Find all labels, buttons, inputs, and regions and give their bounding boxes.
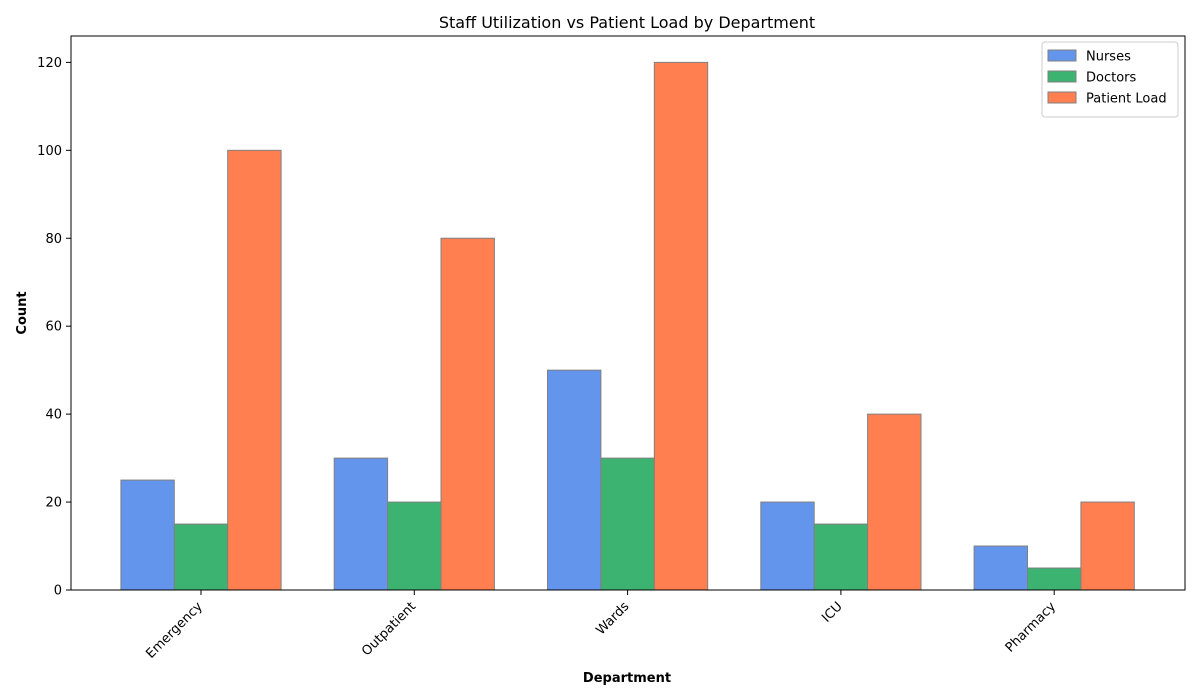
- bars-group: [120, 61, 1135, 591]
- bar-doctors-outpatient: [387, 501, 442, 591]
- legend-swatch: [1047, 91, 1077, 104]
- bar-patient-load-icu: [867, 413, 922, 591]
- x-axis-label: Department: [583, 671, 671, 686]
- x-axis: Emergency Outpatient Wards ICU Pharmacy: [143, 590, 1059, 662]
- legend-label: Nurses: [1086, 50, 1131, 65]
- y-axis-label: Count: [15, 291, 30, 334]
- bar-patient-load-outpatient: [440, 237, 495, 591]
- bar-nurses-emergency: [120, 479, 175, 591]
- y-tick-label: 100: [37, 144, 62, 159]
- bar-patient-load-emergency: [227, 149, 282, 591]
- legend-label: Doctors: [1086, 71, 1137, 86]
- legend: Nurses Doctors Patient Load: [1041, 41, 1179, 118]
- bar-doctors-icu: [813, 523, 869, 591]
- x-tick-label: ICU: [819, 599, 845, 625]
- legend-label: Patient Load: [1086, 92, 1167, 107]
- bar-patient-load-wards: [653, 61, 709, 591]
- legend-swatch: [1047, 70, 1077, 83]
- y-tick-label: 120: [37, 56, 62, 71]
- y-tick-label: 80: [45, 232, 62, 247]
- bar-nurses-pharmacy: [973, 545, 1028, 591]
- bar-patient-load-pharmacy: [1080, 501, 1135, 591]
- y-axis: 0 20 40 60 80 100 120: [37, 56, 71, 599]
- bar-doctors-pharmacy: [1027, 567, 1082, 591]
- x-tick-label: Outpatient: [359, 599, 419, 659]
- x-tick-label: Wards: [593, 599, 632, 638]
- bar-nurses-icu: [760, 501, 815, 591]
- bar-doctors-emergency: [173, 523, 229, 591]
- chart-title: Staff Utilization vs Patient Load by Dep…: [439, 13, 815, 32]
- bar-nurses-wards: [547, 369, 602, 591]
- y-tick-label: 60: [45, 320, 62, 335]
- bar-nurses-outpatient: [333, 457, 389, 591]
- y-tick-label: 20: [45, 496, 62, 511]
- x-tick-label: Emergency: [143, 599, 206, 662]
- x-tick-label: Pharmacy: [1003, 599, 1060, 656]
- y-tick-label: 0: [54, 584, 62, 599]
- legend-swatch: [1047, 49, 1077, 62]
- bar-doctors-wards: [600, 457, 655, 591]
- y-tick-label: 40: [45, 408, 62, 423]
